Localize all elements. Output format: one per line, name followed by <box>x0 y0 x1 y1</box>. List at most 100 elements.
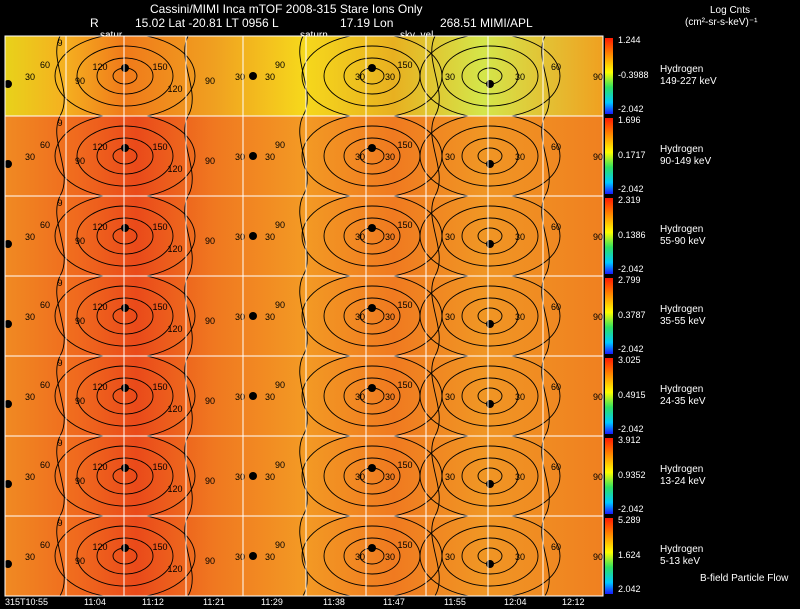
contour-4-1-3 <box>76 285 174 347</box>
contour-label-6-9: 30 <box>265 472 275 482</box>
contour-7-3-3 <box>441 525 539 587</box>
contour-label-4-3: 60 <box>40 300 50 310</box>
flow-dot-7-2 <box>249 552 257 560</box>
contour-label-6-7: 120 <box>167 484 182 494</box>
colorbar-5 <box>605 358 613 434</box>
contour-line-1-5 <box>541 36 550 116</box>
energy-label: 13-24 keV <box>660 476 706 487</box>
panel-label-6: Hydrogen 13-24 keV <box>660 464 706 488</box>
contour-label-3-8: 30 <box>235 232 245 242</box>
species-label: Hydrogen <box>660 144 704 155</box>
colorbar-max-7: 5.289 <box>618 515 641 525</box>
contour-label-5-3: 60 <box>40 380 50 390</box>
contour-label-2-5: 120 <box>92 142 107 152</box>
contour-4-3-2 <box>461 297 519 335</box>
contour-label-1-10: 90 <box>275 60 285 70</box>
contour-label-4-11: 90 <box>205 316 215 326</box>
colorbar-2 <box>605 118 613 194</box>
contour-label-5-7: 120 <box>167 404 182 414</box>
colorbar-min-6: -2.042 <box>618 504 644 514</box>
source-dot-5-2 <box>368 384 376 392</box>
contour-label-3-3: 60 <box>40 220 50 230</box>
source-dot-7-1 <box>121 544 129 552</box>
contour-label-1-3: 60 <box>40 60 50 70</box>
contour-label-1-5: 120 <box>92 62 107 72</box>
contour-label-3-11: 90 <box>205 236 215 246</box>
x-tick-label: 11:55 <box>444 597 466 607</box>
flow-dot-7-1 <box>5 560 12 568</box>
colorbar-7 <box>605 518 613 594</box>
contour-label-2-13: 30 <box>385 152 395 162</box>
contour-line-6-1 <box>56 436 65 516</box>
contour-line-1-1 <box>56 36 65 116</box>
panel-label-4: Hydrogen 35-55 keV <box>660 304 706 328</box>
panel-label-1: Hydrogen 149-227 keV <box>660 64 717 88</box>
contour-label-7-14: 150 <box>397 540 412 550</box>
contour-5-2-2 <box>343 377 401 415</box>
header-lon: 17.19 Lon <box>340 16 394 30</box>
contour-label-4-16: 30 <box>515 312 525 322</box>
colorbar-mid-4: 0.3787 <box>618 310 646 320</box>
colorbar-mid-6: 0.9352 <box>618 470 646 480</box>
contour-label-2-8: 30 <box>235 152 245 162</box>
flow-dot-7-3 <box>486 560 494 568</box>
source-dot-2-2 <box>368 144 376 152</box>
contour-label-7-3: 60 <box>40 540 50 550</box>
contour-line-3-2 <box>184 196 193 276</box>
contour-4-3-4 <box>419 276 561 356</box>
contour-7-3-2 <box>461 537 519 575</box>
contour-5-1-3 <box>76 365 174 427</box>
flow-dot-2-1 <box>5 160 12 168</box>
colorbar-6 <box>605 438 613 514</box>
contour-label-7-15: 30 <box>445 552 455 562</box>
contour-label-7-5: 120 <box>92 542 107 552</box>
contour-label-7-11: 90 <box>205 556 215 566</box>
contour-label-7-18: 90 <box>593 552 603 562</box>
contour-4-1-4 <box>54 276 196 356</box>
contour-label-6-3: 60 <box>40 460 50 470</box>
species-label: Hydrogen <box>660 304 704 315</box>
contour-label-7-6: 150 <box>152 542 167 552</box>
contour-line-5-2 <box>184 356 193 436</box>
x-tick-label: 11:04 <box>84 597 106 607</box>
contour-line-7-1 <box>56 516 65 596</box>
contour-line-3-5 <box>541 196 550 276</box>
contour-label-6-18: 90 <box>593 472 603 482</box>
contour-1-3-2 <box>461 57 519 95</box>
contour-6-2-2 <box>343 457 401 495</box>
contour-label-1-16: 30 <box>515 72 525 82</box>
colorbar-max-3: 2.319 <box>618 195 641 205</box>
contour-label-4-17: 60 <box>551 302 561 312</box>
contour-label-1-15: 30 <box>445 72 455 82</box>
flow-dot-1-1 <box>5 80 12 88</box>
bfield-label: B-field Particle Flow <box>700 573 789 584</box>
contour-5-3-3 <box>441 365 539 427</box>
contour-label-2-16: 30 <box>515 152 525 162</box>
contour-label-4-1: 9 <box>57 278 62 288</box>
contour-label-2-11: 90 <box>205 156 215 166</box>
flow-dot-6-2 <box>249 472 257 480</box>
colorbar-max-2: 1.696 <box>618 115 641 125</box>
contour-label-5-5: 120 <box>92 382 107 392</box>
contour-label-3-2: 30 <box>25 232 35 242</box>
contour-label-1-13: 30 <box>385 72 395 82</box>
contour-6-3-3 <box>441 445 539 507</box>
contour-label-5-12: 30 <box>355 392 365 402</box>
contour-label-2-15: 30 <box>445 152 455 162</box>
flow-dot-2-2 <box>249 152 257 160</box>
contour-label-5-18: 90 <box>593 392 603 402</box>
contour-5-3-2 <box>461 377 519 415</box>
panel-label-3: Hydrogen 55-90 keV <box>660 224 706 248</box>
x-tick-label: 12:12 <box>562 597 585 607</box>
contour-line-5-5 <box>541 356 550 436</box>
contour-label-6-8: 30 <box>235 472 245 482</box>
contour-line-2-4 <box>431 116 440 196</box>
contour-label-1-14: 150 <box>397 60 412 70</box>
colorbar-max-5: 3.025 <box>618 355 641 365</box>
contour-1-1-2 <box>96 57 154 95</box>
contour-2-1-4 <box>54 116 196 196</box>
contour-label-4-10: 90 <box>275 300 285 310</box>
contour-label-2-10: 90 <box>275 140 285 150</box>
contour-label-3-1: 9 <box>57 198 62 208</box>
